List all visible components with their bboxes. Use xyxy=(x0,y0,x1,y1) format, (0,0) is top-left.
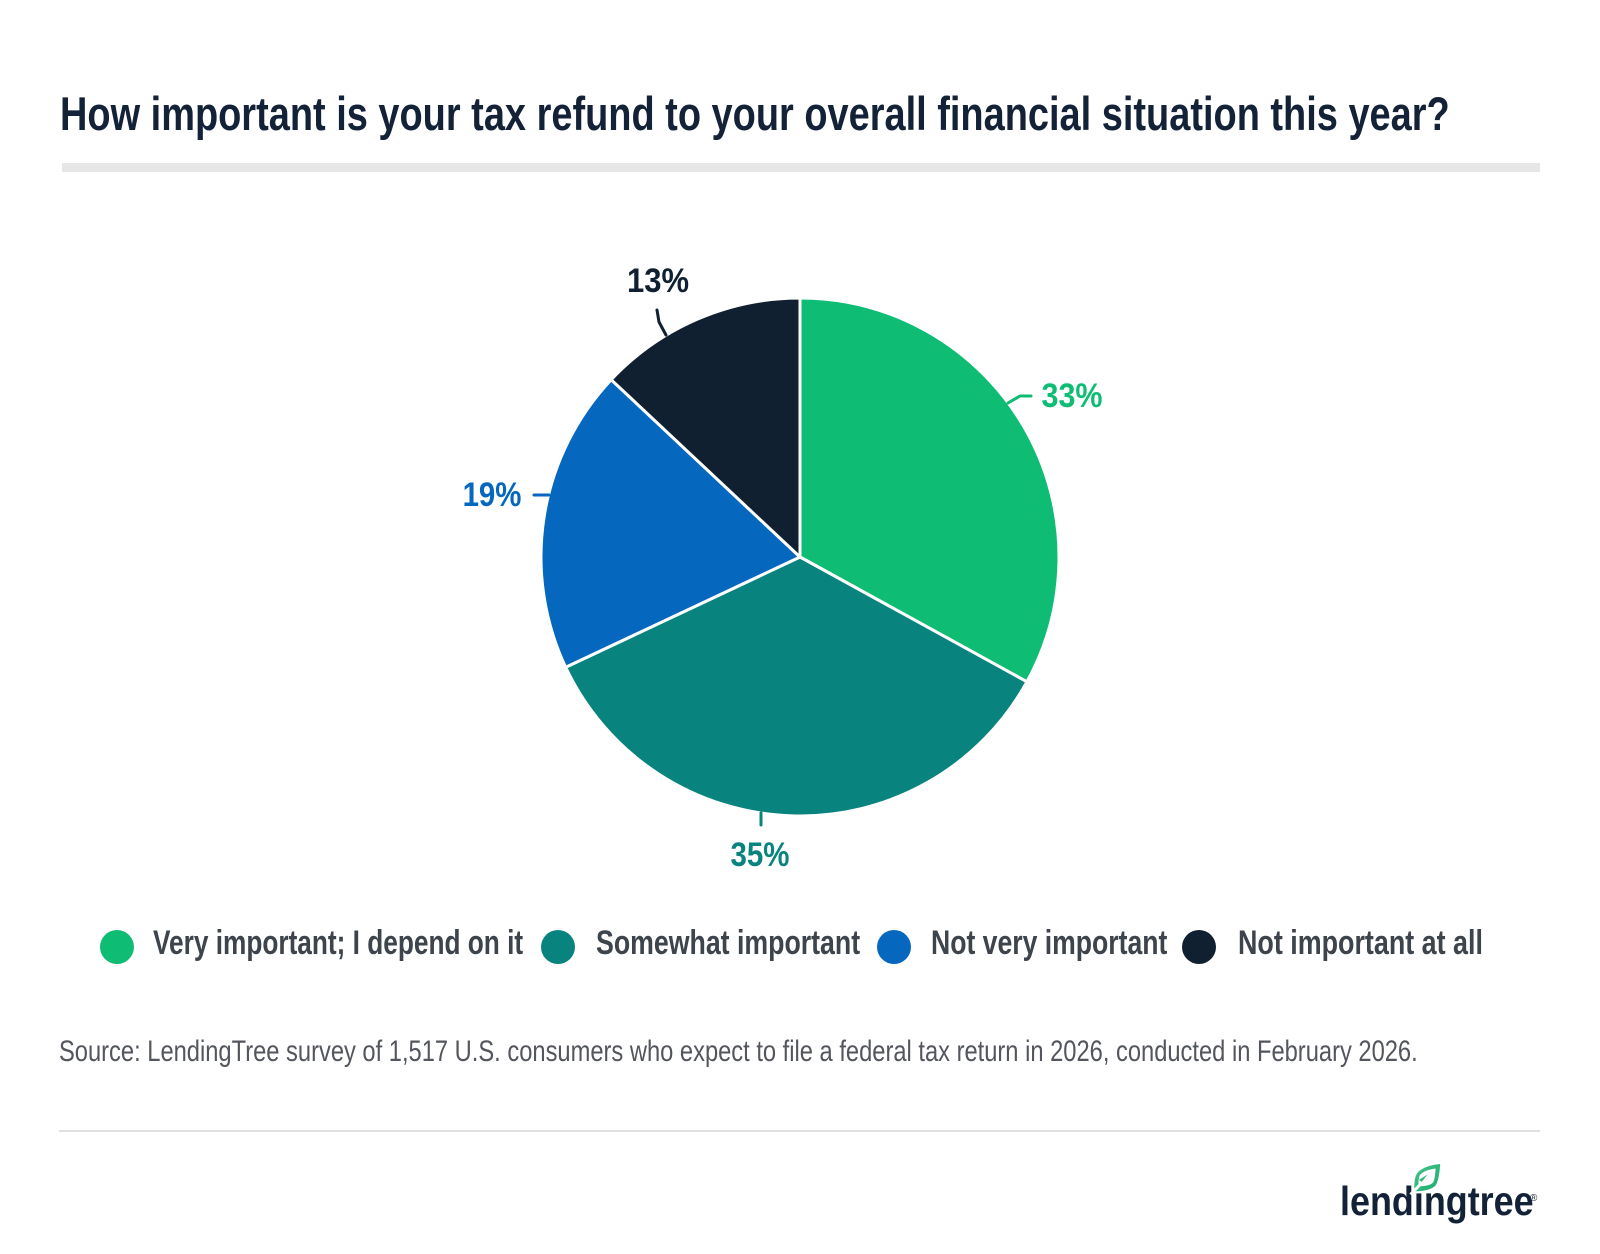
svg-text:35%: 35% xyxy=(731,835,790,873)
svg-text:33%: 33% xyxy=(1042,376,1103,414)
svg-text:13%: 13% xyxy=(627,262,689,300)
svg-text:19%: 19% xyxy=(463,475,522,514)
